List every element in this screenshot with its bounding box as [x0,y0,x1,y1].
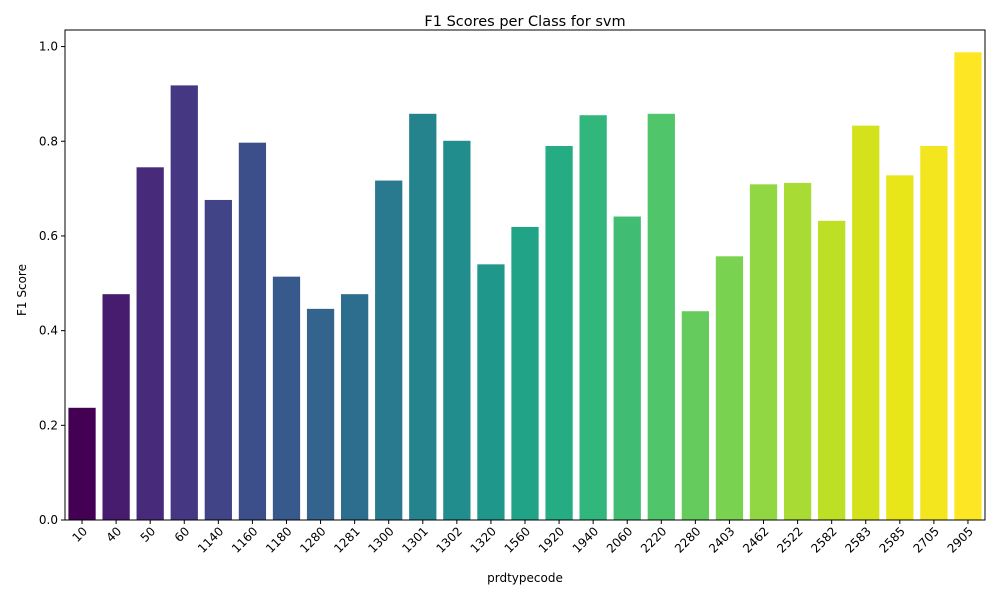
bar-1140 [204,199,232,520]
bars-group [68,52,982,521]
bar-2585 [886,175,914,520]
x-tick-label: 2220 [638,524,669,555]
x-tick-label: 1180 [263,524,294,555]
bar-10 [68,407,96,520]
x-tick-label: 1920 [536,524,567,555]
bar-2583 [852,125,880,521]
bar-2462 [749,184,778,520]
y-tick-label: 0.4 [39,324,58,338]
x-axis-ticks: 10 40 50 60 1140 1160 1180 1280 1281 1300 1301 1302… [69,520,976,556]
bar-2220 [647,113,675,520]
y-tick-label: 0.6 [39,229,58,243]
bar-40 [102,294,130,520]
x-tick-label: 60 [172,524,193,545]
bar-1302 [443,140,471,521]
x-tick-label: 2705 [911,524,942,555]
y-tick-label: 1.0 [39,40,58,54]
bar-2905 [954,52,982,520]
bar-2060 [613,216,641,520]
x-tick-label: 1560 [502,524,533,555]
x-tick-label: 2060 [604,524,635,555]
bar-1940 [579,115,607,520]
x-tick-label: 1302 [433,524,464,555]
bar-50 [136,167,164,521]
bar-1280 [306,308,335,520]
x-axis-label: prdtypecode [487,571,563,585]
bar-1920 [545,145,573,520]
x-tick-label: 2583 [842,524,873,555]
x-tick-label: 2462 [740,524,771,555]
bar-2522 [783,182,812,520]
x-tick-label: 10 [69,524,90,545]
bar-60 [170,85,198,521]
y-tick-label: 0.2 [39,418,58,432]
x-tick-label: 2522 [774,524,805,555]
y-axis-ticks: 0.0 0.2 0.4 0.6 0.8 1.0 [39,40,65,527]
plot-frame [64,29,986,521]
y-tick-label: 0.8 [39,134,58,148]
chart-title: F1 Scores per Class for svm [424,14,625,30]
bar-1281 [341,294,369,520]
bar-1560 [511,226,539,521]
x-tick-label: 1280 [297,524,328,555]
bar-2403 [715,256,744,520]
x-tick-label: 2403 [706,524,737,555]
x-tick-label: 40 [104,524,125,545]
x-tick-label: 1940 [570,524,601,555]
bar-2705 [920,145,948,520]
y-axis-label: F1 Score [15,264,29,316]
x-tick-label: 1160 [229,524,260,555]
bar-1300 [375,180,403,520]
bar-1180 [272,276,301,520]
x-tick-label: 50 [138,524,159,545]
x-tick-label: 2582 [808,524,839,555]
bar-1160 [238,142,267,520]
x-tick-label: 1140 [195,524,226,555]
x-tick-label: 1281 [331,524,362,555]
bar-1320 [477,264,505,520]
x-tick-label: 2585 [876,524,907,555]
bar-2582 [818,220,846,520]
x-tick-label: 1320 [468,524,499,555]
x-tick-label: 2905 [945,524,976,555]
bar-2280 [681,311,709,520]
x-tick-label: 2280 [672,524,703,555]
bar-1301 [409,113,437,520]
x-tick-label: 1300 [365,524,396,555]
y-tick-label: 0.0 [39,513,58,527]
x-tick-label: 1301 [399,524,430,555]
